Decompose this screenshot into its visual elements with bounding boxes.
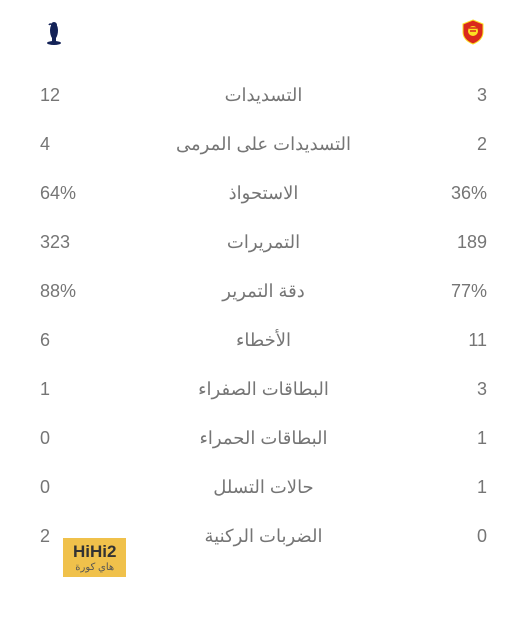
stat-row: 189 التمريرات 323 bbox=[35, 218, 492, 267]
teams-header bbox=[35, 18, 492, 46]
stat-value-left: 1 bbox=[40, 379, 100, 400]
stat-value-right: 189 bbox=[427, 232, 487, 253]
stat-label: حالات التسلل bbox=[100, 477, 427, 498]
stat-value-left: 0 bbox=[40, 477, 100, 498]
stat-value-left: 12 bbox=[40, 85, 100, 106]
stat-value-left: 4 bbox=[40, 134, 100, 155]
stat-label: الضربات الركنية bbox=[100, 526, 427, 547]
stat-label: الأخطاء bbox=[100, 330, 427, 351]
team-logo-right[interactable] bbox=[459, 18, 487, 46]
stat-value-left: 6 bbox=[40, 330, 100, 351]
stat-value-right: 2 bbox=[427, 134, 487, 155]
stat-value-left: 88% bbox=[40, 281, 100, 302]
stat-value-right: 1 bbox=[427, 477, 487, 498]
stats-list: 3 التسديدات 12 2 التسديدات على المرمى 4 … bbox=[35, 71, 492, 561]
stat-row: 3 البطاقات الصفراء 1 bbox=[35, 365, 492, 414]
tottenham-icon bbox=[40, 18, 68, 46]
stat-label: البطاقات الصفراء bbox=[100, 379, 427, 400]
stat-row: 36% الاستحواذ 64% bbox=[35, 169, 492, 218]
stat-label: التسديدات bbox=[100, 85, 427, 106]
stat-row: 77% دقة التمرير 88% bbox=[35, 267, 492, 316]
stat-value-left: 0 bbox=[40, 428, 100, 449]
stat-value-right: 36% bbox=[427, 183, 487, 204]
stat-label: البطاقات الحمراء bbox=[100, 428, 427, 449]
stat-value-right: 1 bbox=[427, 428, 487, 449]
stat-value-right: 0 bbox=[427, 526, 487, 547]
stat-row: 1 البطاقات الحمراء 0 bbox=[35, 414, 492, 463]
stat-value-right: 3 bbox=[427, 379, 487, 400]
stat-row: 3 التسديدات 12 bbox=[35, 71, 492, 120]
stat-row: 2 التسديدات على المرمى 4 bbox=[35, 120, 492, 169]
stat-row: 11 الأخطاء 6 bbox=[35, 316, 492, 365]
stat-value-right: 77% bbox=[427, 281, 487, 302]
stat-label: دقة التمرير bbox=[100, 281, 427, 302]
watermark-title: HiHi2 bbox=[73, 542, 116, 562]
stat-value-right: 3 bbox=[427, 85, 487, 106]
stat-value-right: 11 bbox=[427, 330, 487, 351]
watermark-subtitle: هاي كورة bbox=[73, 562, 116, 573]
stat-value-left: 64% bbox=[40, 183, 100, 204]
team-logo-left[interactable] bbox=[40, 18, 68, 46]
stat-row: 1 حالات التسلل 0 bbox=[35, 463, 492, 512]
watermark: HiHi2 هاي كورة bbox=[63, 538, 126, 577]
manchester-united-icon bbox=[459, 18, 487, 46]
stat-label: التسديدات على المرمى bbox=[100, 134, 427, 155]
stat-label: التمريرات bbox=[100, 232, 427, 253]
stat-value-left: 323 bbox=[40, 232, 100, 253]
stat-label: الاستحواذ bbox=[100, 183, 427, 204]
